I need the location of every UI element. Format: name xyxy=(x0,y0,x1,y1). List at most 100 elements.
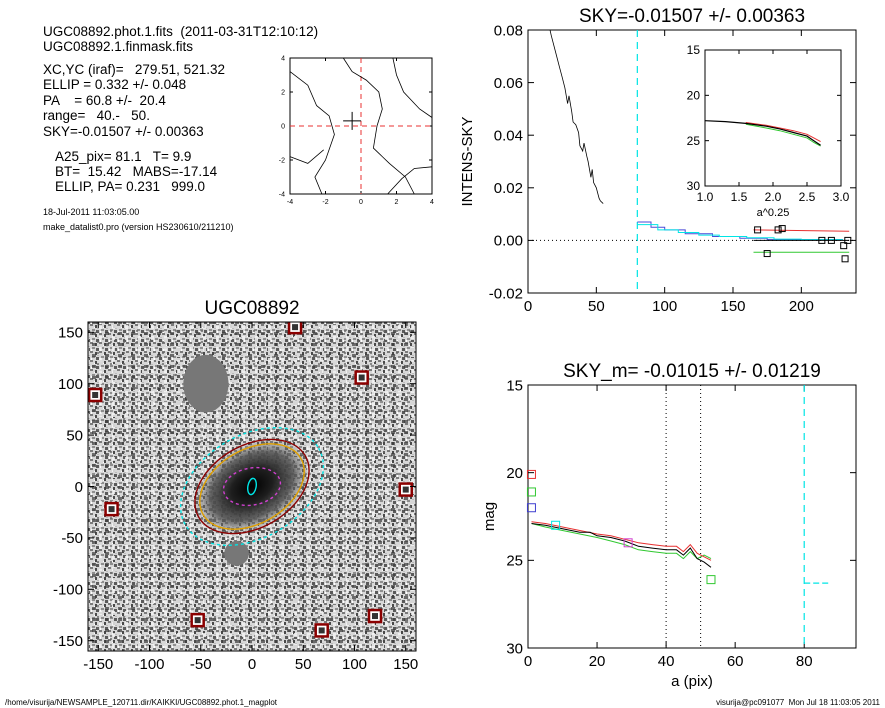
y-tick-label: 0.04 xyxy=(494,127,523,144)
cyan-steps xyxy=(637,224,843,241)
inset-black xyxy=(704,120,821,146)
mag-square xyxy=(526,503,536,513)
isophote-ellipse xyxy=(194,438,310,535)
y-tick-label: 2 xyxy=(281,89,285,96)
param-ellip-pa: ELLIP, PA= 0.231 999.0 xyxy=(55,179,205,194)
y-tick-label: 150 xyxy=(58,325,83,342)
footer-user: visurija@pc091077 Mon Jul 18 11:03:05 20… xyxy=(716,698,880,707)
param-range: range= 40.- 50. xyxy=(43,108,150,123)
y-tick-label: 30 xyxy=(687,179,701,193)
x-tick-label: 2 xyxy=(395,199,399,206)
mag-square xyxy=(526,469,536,479)
y-tick-label: -0.02 xyxy=(489,285,523,302)
y-tick-label: 25 xyxy=(506,553,523,570)
x-tick-label: -100 xyxy=(134,656,164,673)
y-tick-label: 15 xyxy=(687,43,701,57)
sky-square xyxy=(763,250,771,258)
mag-ylabel: mag xyxy=(481,502,498,531)
contour-line xyxy=(387,166,433,195)
contour-plot: -4 -2 0 2 4 -4 -2 0 2 4 xyxy=(279,55,434,206)
inset-green xyxy=(745,123,821,147)
y-tick-label: -2 xyxy=(279,157,285,164)
y-tick-label: 20 xyxy=(687,89,701,103)
param-bt: BT= 15.42 MABS=-17.14 xyxy=(55,164,218,179)
sky-square xyxy=(827,236,835,244)
x-tick-label: 0 xyxy=(524,298,532,315)
header-program: make_datalist0.pro (version HS230610/211… xyxy=(43,222,234,232)
contour-line xyxy=(392,57,433,118)
mag-frame xyxy=(527,384,857,649)
y-tick-label: 100 xyxy=(58,376,83,393)
inset-xlabel: a^0.25 xyxy=(757,207,790,219)
green-profile xyxy=(531,523,712,560)
y-tick-label: 0 xyxy=(281,123,285,130)
mag-square xyxy=(623,538,633,548)
y-tick-label: -150 xyxy=(53,633,83,650)
sky-title: SKY=-0.01507 +/- 0.00363 xyxy=(579,6,805,27)
masked-star-core xyxy=(92,391,99,398)
isophote-ellipse xyxy=(179,426,325,547)
param-xcyc: XC,YC (iraf)= 279.51, 521.32 xyxy=(43,62,225,77)
masked-star-core xyxy=(194,617,201,624)
masked-star-core xyxy=(292,324,299,331)
sky-data xyxy=(549,30,852,263)
mag-square xyxy=(526,487,536,497)
x-tick-label: 150 xyxy=(393,656,418,673)
y-tick-label: 0.06 xyxy=(494,75,523,92)
y-tick-label: 4 xyxy=(281,55,285,62)
masked-star-core xyxy=(372,613,378,620)
mag-square xyxy=(551,520,561,530)
x-tick-label: 50 xyxy=(295,656,312,673)
x-tick-label: 200 xyxy=(789,298,814,315)
y-tick-label: 20 xyxy=(506,465,523,482)
x-tick-label: 0 xyxy=(248,656,256,673)
x-tick-label: 1.5 xyxy=(731,190,748,204)
x-tick-label: 2.0 xyxy=(765,190,782,204)
contour-line xyxy=(342,57,415,195)
y-tick-label: 30 xyxy=(506,640,523,657)
contour-line xyxy=(289,71,335,195)
x-tick-label: 40 xyxy=(658,653,675,670)
blue-steps xyxy=(637,221,843,241)
sky-square xyxy=(778,225,786,233)
x-tick-label: -2 xyxy=(322,199,328,206)
x-tick-label: 150 xyxy=(720,298,745,315)
y-tick-label: 15 xyxy=(506,377,523,394)
mag-xlabel: a (pix) xyxy=(671,673,713,690)
param-ellip: ELLIP = 0.332 +/- 0.048 xyxy=(43,77,187,92)
sky-square xyxy=(754,226,762,234)
red-sky-level xyxy=(753,229,850,232)
y-tick-label: 25 xyxy=(687,134,701,148)
x-tick-label: 3.0 xyxy=(833,190,850,204)
x-tick-label: -4 xyxy=(287,199,293,206)
sky-ylabel: INTENS-SKY xyxy=(459,116,476,206)
x-tick-label: 80 xyxy=(796,653,813,670)
image-data xyxy=(88,322,413,638)
magnitude-plot: 0 20 40 60 80 15 20 25 30 SKY_m= -0.01015 +/- 0.0… xyxy=(481,361,857,690)
isophote-ellipse xyxy=(199,443,305,530)
masked-star-core xyxy=(108,506,115,513)
sky-frame xyxy=(527,29,857,294)
x-tick-label: 100 xyxy=(342,656,367,673)
mask-blob xyxy=(183,354,229,413)
mag-square xyxy=(706,575,716,585)
isophote-ellipse xyxy=(247,477,257,496)
x-tick-label: 20 xyxy=(589,653,606,670)
x-tick-label: 0 xyxy=(524,653,532,670)
sky-square xyxy=(841,255,849,263)
footer-path: /home/visurija/NEWSAMPLE_120711.dir/KAIK… xyxy=(5,698,277,707)
x-tick-label: 100 xyxy=(652,298,677,315)
sky-square xyxy=(774,226,782,234)
y-tick-label: -50 xyxy=(61,530,83,547)
contour-line xyxy=(289,149,324,164)
x-tick-label: -150 xyxy=(83,656,113,673)
masked-star-core xyxy=(358,374,365,381)
galaxy-image-plot: UGC08892 -150 -100 -50 0 50 100 150 -150 -100 -50 0… xyxy=(53,298,418,673)
param-pa: PA = 60.8 +/- 20.4 xyxy=(43,93,166,108)
param-sky: SKY=-0.01507 +/- 0.00363 xyxy=(43,124,204,139)
y-tick-label: 0.02 xyxy=(494,180,523,197)
header-date: 18-Jul-2011 11:03:05.00 xyxy=(43,207,140,217)
y-tick-label: -4 xyxy=(279,191,285,198)
x-tick-label: 60 xyxy=(727,653,744,670)
